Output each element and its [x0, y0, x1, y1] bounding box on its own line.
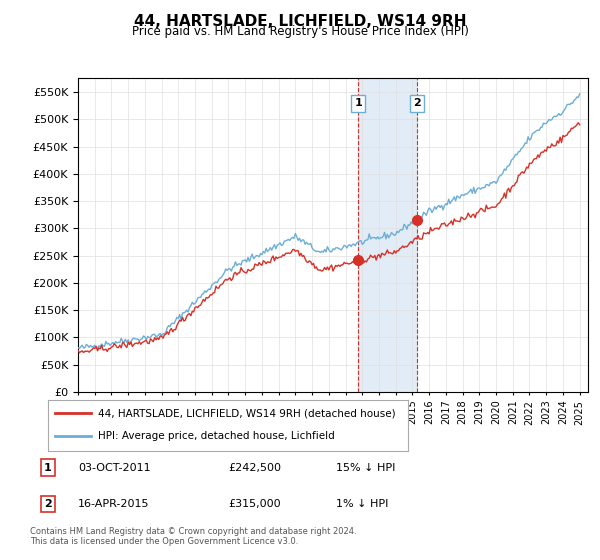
Text: 2: 2 [44, 499, 52, 509]
Text: 1% ↓ HPI: 1% ↓ HPI [336, 499, 388, 509]
Text: 03-OCT-2011: 03-OCT-2011 [78, 463, 151, 473]
Text: £315,000: £315,000 [228, 499, 281, 509]
Text: 2: 2 [413, 99, 421, 109]
Text: 1: 1 [44, 463, 52, 473]
Text: 44, HARTSLADE, LICHFIELD, WS14 9RH (detached house): 44, HARTSLADE, LICHFIELD, WS14 9RH (deta… [98, 408, 396, 418]
Text: 15% ↓ HPI: 15% ↓ HPI [336, 463, 395, 473]
Text: Contains HM Land Registry data © Crown copyright and database right 2024.
This d: Contains HM Land Registry data © Crown c… [30, 526, 356, 546]
Text: 44, HARTSLADE, LICHFIELD, WS14 9RH: 44, HARTSLADE, LICHFIELD, WS14 9RH [134, 14, 466, 29]
Text: 1: 1 [354, 99, 362, 109]
Text: HPI: Average price, detached house, Lichfield: HPI: Average price, detached house, Lich… [98, 431, 335, 441]
Text: 16-APR-2015: 16-APR-2015 [78, 499, 149, 509]
Text: Price paid vs. HM Land Registry's House Price Index (HPI): Price paid vs. HM Land Registry's House … [131, 25, 469, 38]
Text: £242,500: £242,500 [228, 463, 281, 473]
